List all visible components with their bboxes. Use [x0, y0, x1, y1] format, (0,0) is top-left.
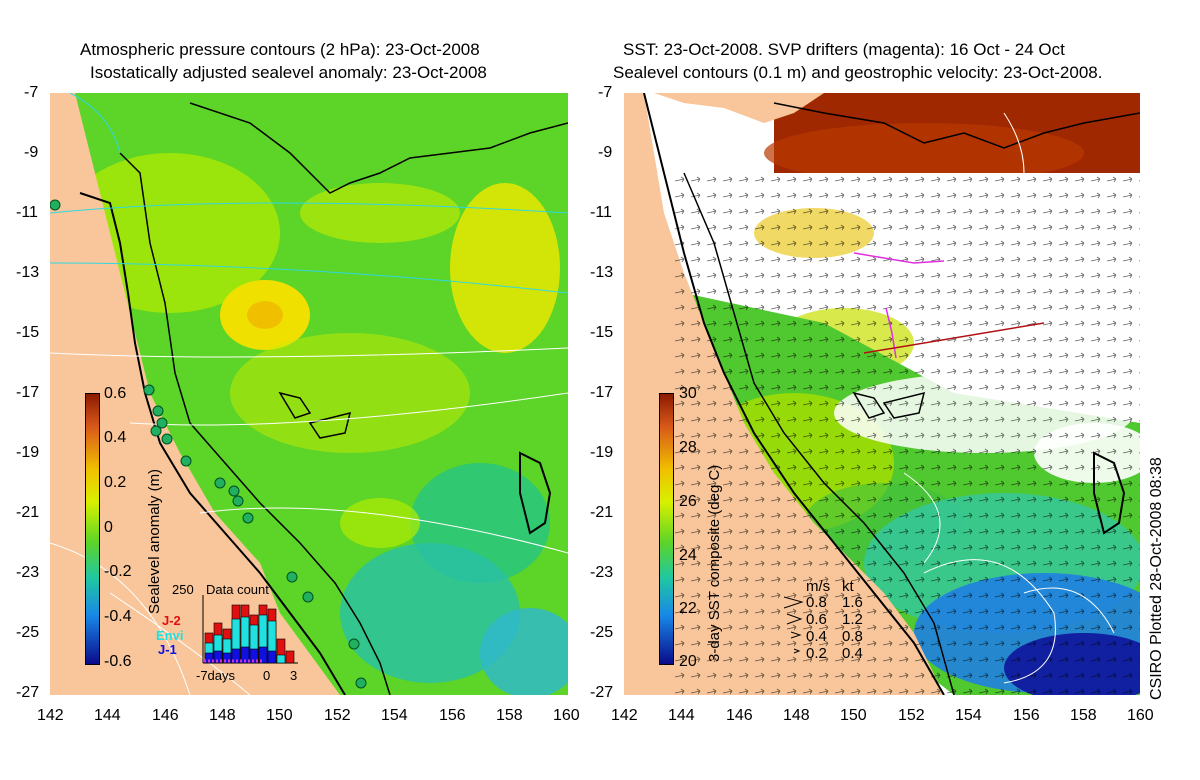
lat-tick: -15 — [590, 324, 614, 341]
lon-tick: 152 — [324, 707, 351, 724]
lat-tick: -23 — [16, 564, 40, 581]
lon-tick: 142 — [37, 707, 64, 724]
lon-tick: 150 — [840, 707, 867, 724]
velocity-key-ms: 0.8 — [806, 594, 827, 611]
data-count-xlabel-zero: 0 — [263, 668, 271, 683]
sealevel-colorbar — [85, 393, 100, 665]
sst-tick: 30 — [679, 385, 697, 402]
legend-j1: J-1 — [158, 642, 177, 657]
sst-map — [624, 93, 1140, 695]
lon-tick: 158 — [1070, 707, 1097, 724]
lat-tick: -11 — [590, 204, 612, 221]
sst-tick: 22 — [679, 600, 697, 617]
lat-tick: -9 — [24, 144, 39, 161]
sst-tick: 20 — [679, 653, 697, 670]
sealevel-tick: 0.6 — [104, 385, 127, 402]
lon-tick: 154 — [381, 707, 408, 724]
sealevel-anomaly-map — [50, 93, 568, 695]
lon-tick: 142 — [611, 707, 638, 724]
sealevel-tick: 0 — [104, 519, 113, 536]
sst-tick: 24 — [679, 547, 697, 564]
lat-tick: -17 — [590, 384, 614, 401]
velocity-key-kt: 1.6 — [842, 594, 863, 611]
sst-colorbar — [659, 393, 674, 665]
lat-tick: -21 — [590, 504, 614, 521]
lon-tick: 152 — [898, 707, 925, 724]
sst-colorbar-label: 3-day SST composite (deg C) — [706, 464, 723, 662]
lon-tick: 160 — [553, 707, 580, 724]
lon-tick: 144 — [668, 707, 695, 724]
lon-tick: 156 — [439, 707, 466, 724]
lat-tick: -9 — [598, 144, 613, 161]
lat-tick: -27 — [16, 684, 40, 701]
velocity-key-ms: 0.4 — [806, 628, 827, 645]
lat-tick: -13 — [16, 264, 40, 281]
velocity-key-header-kt: kt — [842, 578, 854, 595]
velocity-key-ms: 0.2 — [806, 645, 827, 662]
velocity-key-kt: 0.4 — [842, 645, 863, 662]
lat-tick: -11 — [16, 204, 38, 221]
lat-tick: -25 — [16, 624, 40, 641]
lon-tick: 158 — [496, 707, 523, 724]
data-count-title: Data count — [206, 582, 269, 597]
right-title-line2: Sealevel contours (0.1 m) and geostrophi… — [613, 63, 1103, 82]
data-count-xlabel-end: 3 — [290, 668, 298, 683]
lat-tick: -15 — [16, 324, 40, 341]
sealevel-tick: -0.6 — [104, 653, 132, 670]
velocity-key-arrows — [783, 596, 804, 654]
lon-tick: 160 — [1127, 707, 1154, 724]
lon-tick: 146 — [726, 707, 753, 724]
lon-tick: 154 — [955, 707, 982, 724]
sealevel-tick: 0.4 — [104, 429, 127, 446]
sst-tick: 26 — [679, 493, 697, 510]
velocity-key-kt: 0.8 — [842, 628, 863, 645]
lon-tick: 150 — [266, 707, 293, 724]
lat-tick: -7 — [24, 84, 39, 101]
sealevel-tick: 0.2 — [104, 474, 127, 491]
legend-envi: Envi — [156, 628, 184, 643]
lat-tick: -21 — [16, 504, 40, 521]
left-title-line2: Isostatically adjusted sealevel anomaly:… — [90, 63, 487, 82]
velocity-key-kt: 1.2 — [842, 611, 863, 628]
left-title-line1: Atmospheric pressure contours (2 hPa): 2… — [80, 40, 480, 59]
sealevel-tick: -0.2 — [104, 563, 132, 580]
lat-tick: -13 — [590, 264, 614, 281]
data-count-xlabel-start: -7days — [196, 668, 236, 683]
lat-tick: -7 — [598, 84, 613, 101]
lat-tick: -17 — [16, 384, 40, 401]
plotted-note: CSIRO Plotted 28-Oct-2008 08:38 — [1148, 457, 1165, 700]
lon-tick: 144 — [94, 707, 121, 724]
lon-tick: 148 — [209, 707, 236, 724]
sst-tick: 28 — [679, 439, 697, 456]
lon-tick: 148 — [783, 707, 810, 724]
right-title-line1: SST: 23-Oct-2008. SVP drifters (magenta)… — [623, 40, 1065, 59]
velocity-key-ms: 0.6 — [806, 611, 827, 628]
data-count-ymax: 250 — [172, 582, 194, 597]
data-count-chart — [202, 595, 298, 664]
lat-tick: -27 — [590, 684, 614, 701]
lon-tick: 146 — [152, 707, 179, 724]
sealevel-tick: -0.4 — [104, 608, 132, 625]
lat-tick: -19 — [16, 444, 40, 461]
sealevel-colorbar-label: Sealevel anomaly (m) — [146, 468, 163, 614]
lon-tick: 156 — [1013, 707, 1040, 724]
lat-tick: -19 — [590, 444, 614, 461]
lat-tick: -23 — [590, 564, 614, 581]
velocity-key-header-ms: m/s — [806, 578, 831, 595]
lat-tick: -25 — [590, 624, 614, 641]
legend-j2: J-2 — [162, 613, 181, 628]
